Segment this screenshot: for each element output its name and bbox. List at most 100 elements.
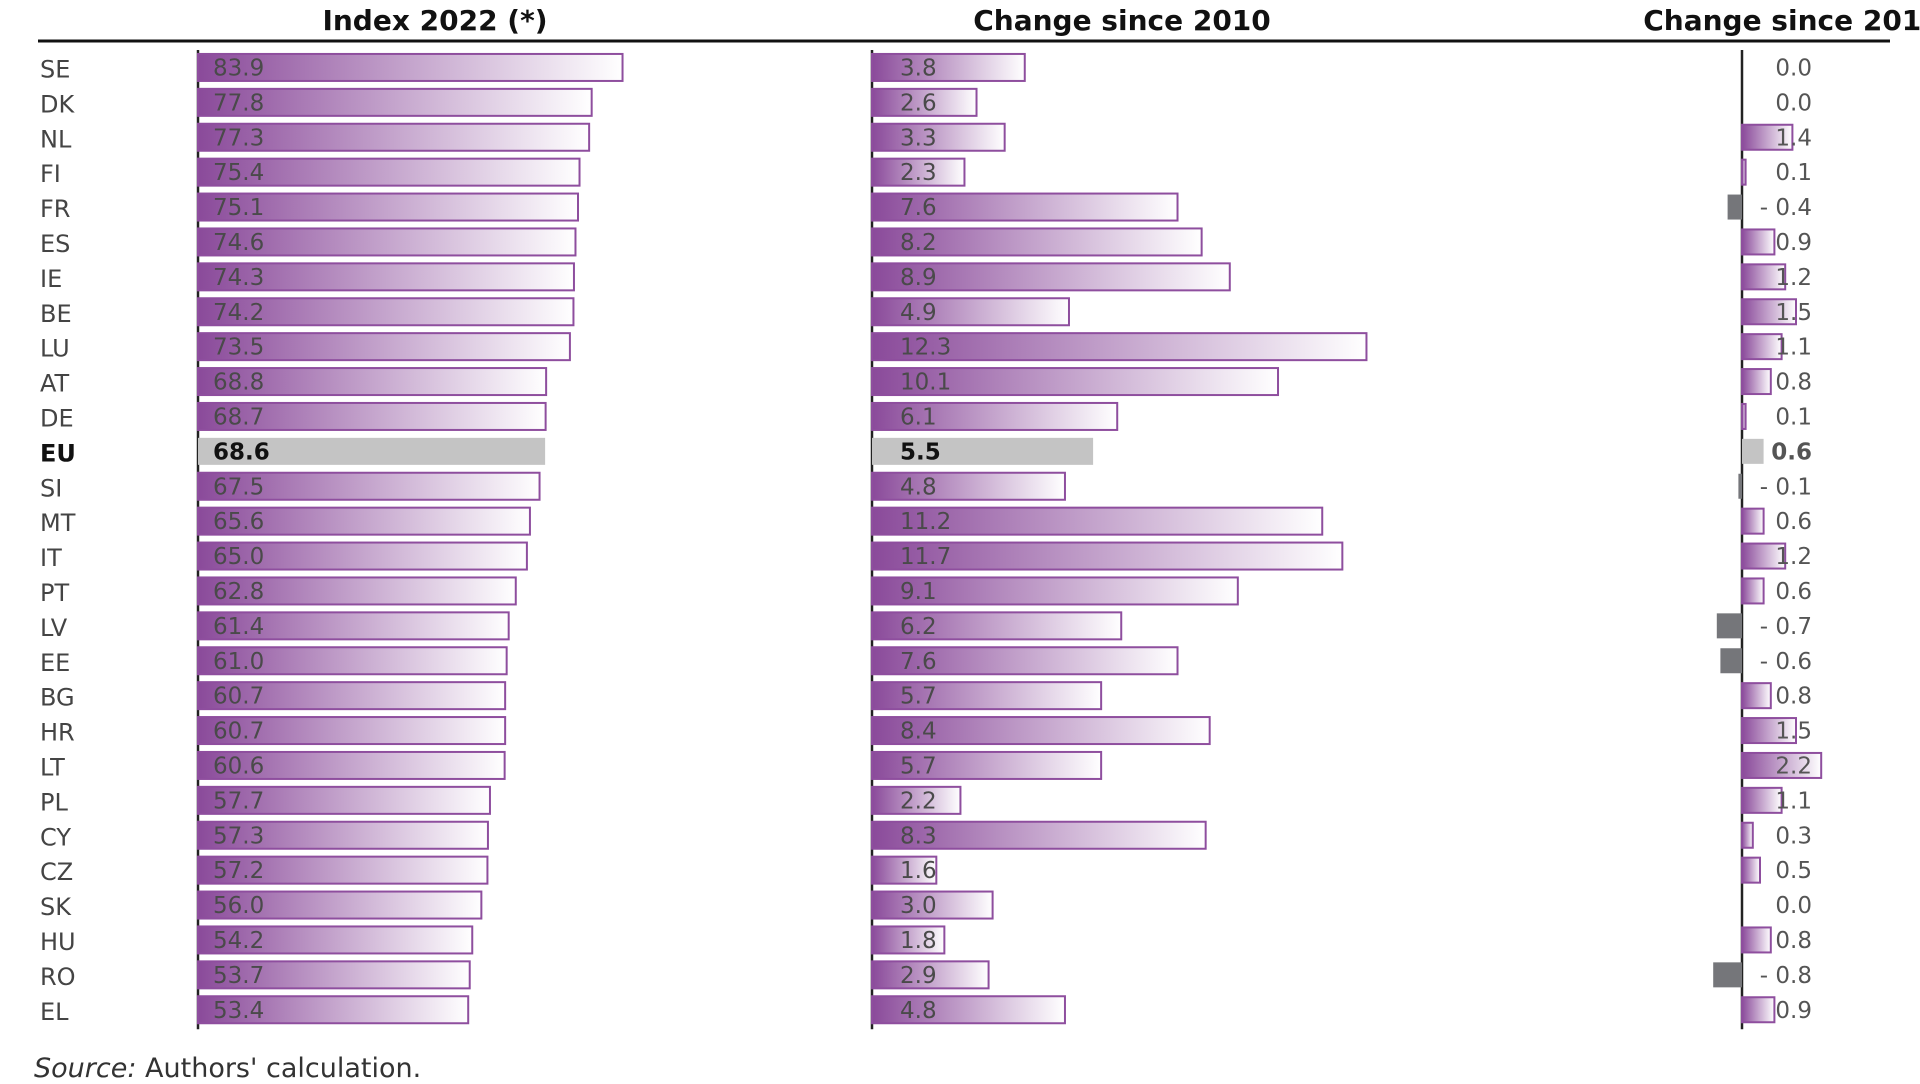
bar-index-2022 (197, 890, 483, 920)
bar-index-2022 (197, 716, 507, 746)
bar-change-2019 (1741, 368, 1772, 396)
source-text: Authors' calculation. (145, 1053, 422, 1084)
value-label-change-2010: 1.6 (900, 858, 937, 884)
value-label-change-2019: 0.5 (1775, 858, 1812, 884)
value-label-change-2019: 0.8 (1775, 370, 1812, 396)
value-label-change-2010: 5.5 (900, 439, 941, 465)
value-label-index-2022: 77.8 (213, 90, 264, 116)
country-label: BG (40, 684, 75, 712)
value-label-change-2019: 1.1 (1775, 335, 1812, 361)
bar-index-2022 (197, 262, 575, 292)
value-label-change-2019: 0.0 (1775, 55, 1812, 81)
country-label: EE (40, 649, 70, 677)
value-label-change-2019: 0.8 (1775, 684, 1812, 710)
bar-index-2022 (197, 332, 571, 362)
row-dk: DK 77.8 2.6 0.0 (40, 87, 1812, 118)
value-label-index-2022: 60.7 (213, 684, 264, 710)
value-label-index-2022: 56.0 (213, 893, 264, 919)
value-label-index-2022: 57.3 (213, 823, 264, 849)
bar-change-2010 (871, 960, 990, 990)
panel-title-index-2022: Index 2022 (*) (322, 4, 547, 37)
row-si: SI 67.5 4.8 - 0.1 (40, 471, 1812, 502)
value-label-index-2022: 68.8 (213, 370, 264, 396)
row-es: ES 74.6 8.2 0.9 (40, 227, 1812, 258)
bar-index-2022 (197, 87, 593, 117)
country-label: IT (40, 544, 62, 572)
country-label: SE (40, 55, 70, 83)
bar-change-2010 (871, 332, 1368, 362)
bar-change-2019 (1741, 751, 1823, 779)
bar-change-2010 (872, 437, 1094, 465)
bar-change-2010 (871, 541, 1344, 571)
bar-change-2010 (871, 576, 1239, 606)
bar-change-2010 (871, 227, 1203, 257)
bar-change-2019 (1741, 996, 1776, 1024)
value-label-change-2010: 3.0 (900, 893, 937, 919)
value-label-index-2022: 67.5 (213, 474, 264, 500)
value-label-index-2022: 75.1 (213, 195, 264, 221)
row-el: EL 53.4 4.8 0.9 (40, 995, 1812, 1026)
row-eu: EU 68.6 5.5 0.6 (40, 437, 1812, 467)
value-label-change-2010: 5.7 (900, 684, 937, 710)
value-label-change-2010: 1.8 (900, 928, 937, 954)
value-label-change-2010: 4.8 (900, 998, 937, 1024)
country-label: HR (40, 719, 75, 747)
country-label: EL (40, 998, 69, 1026)
row-hr: HR 60.7 8.4 1.5 (40, 716, 1812, 747)
row-nl: NL 77.3 3.3 1.4 (40, 122, 1812, 153)
row-de: DE 68.7 6.1 0.1 (40, 401, 1812, 432)
country-label: CZ (40, 858, 73, 886)
value-label-index-2022: 74.3 (213, 265, 264, 291)
value-label-index-2022: 61.4 (213, 614, 264, 640)
bar-change-2019 (1741, 821, 1754, 849)
value-label-index-2022: 54.2 (213, 928, 264, 954)
value-label-change-2019: 0.3 (1775, 823, 1812, 849)
country-label: MT (40, 509, 76, 537)
bar-change-2010 (871, 820, 1207, 850)
bar-change-2010 (871, 506, 1324, 536)
bar-change-2010 (871, 611, 1123, 641)
row-lt: LT 60.6 5.7 2.2 (40, 750, 1823, 781)
value-label-change-2010: 7.6 (900, 649, 937, 675)
bar-change-2019 (1741, 228, 1776, 256)
panel-title-change-2019: Change since 2019 (1643, 4, 1920, 37)
bar-change-2010 (871, 122, 1006, 152)
value-label-index-2022: 83.9 (213, 55, 264, 81)
country-label: PL (40, 788, 68, 816)
country-label: EU (40, 439, 76, 467)
value-label-change-2019: 0.0 (1775, 90, 1812, 116)
row-lu: LU 73.5 12.3 1.1 (40, 332, 1812, 363)
country-label: BE (40, 300, 72, 328)
bar-change-2019 (1720, 648, 1742, 674)
country-label: LT (40, 753, 65, 781)
value-label-change-2019: 0.1 (1775, 160, 1812, 186)
country-label: LU (40, 335, 70, 363)
bar-change-2010 (871, 785, 962, 815)
value-label-index-2022: 57.2 (213, 858, 264, 884)
bar-index-2022 (197, 506, 531, 536)
value-label-change-2019: 0.0 (1775, 893, 1812, 919)
value-label-change-2019: 0.8 (1775, 928, 1812, 954)
bar-index-2022 (197, 995, 470, 1025)
bar-change-2019 (1727, 194, 1742, 220)
country-label: HU (40, 928, 76, 956)
value-label-change-2019: 1.2 (1775, 265, 1812, 291)
bar-index-2022 (197, 750, 506, 780)
row-ee: EE 61.0 7.6 - 0.6 (40, 646, 1812, 677)
bar-index-2022 (197, 541, 528, 571)
bar-index-2022 (197, 820, 489, 850)
value-label-change-2019: 1.1 (1775, 788, 1812, 814)
row-ie: IE 74.3 8.9 1.2 (40, 262, 1812, 293)
value-label-index-2022: 68.6 (213, 439, 270, 465)
bar-change-2010 (871, 262, 1231, 292)
value-label-index-2022: 62.8 (213, 579, 264, 605)
value-label-change-2010: 8.2 (900, 230, 937, 256)
bar-change-2019 (1741, 333, 1783, 361)
country-label: AT (40, 370, 70, 398)
value-label-change-2010: 3.3 (900, 125, 937, 151)
chart-rows: SE 83.9 3.8 0.0 DK 77.8 2.6 0.0 NL 77.3 3.3 1.4 FI 75… (40, 52, 1823, 1026)
row-pl: PL 57.7 2.2 1.1 (40, 785, 1812, 816)
value-label-change-2010: 8.4 (900, 719, 937, 745)
value-label-index-2022: 65.6 (213, 509, 264, 535)
value-label-change-2019: 0.6 (1775, 509, 1812, 535)
